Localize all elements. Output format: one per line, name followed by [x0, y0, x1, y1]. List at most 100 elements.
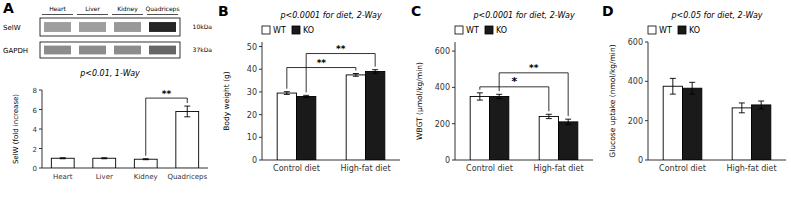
significance: ** [146, 89, 188, 156]
error-cap [670, 94, 676, 95]
blot-band [149, 46, 176, 55]
y-tick [259, 137, 262, 138]
blot-lane-label: Kidney [117, 5, 138, 13]
x-tick-label: High-fat diet [340, 164, 390, 173]
error-line [499, 94, 500, 98]
legend: WTKO [648, 26, 700, 35]
y-tick [39, 168, 42, 169]
y-tick [259, 160, 262, 161]
annotation: p<0.01, 1-Way [79, 69, 140, 78]
error-line [568, 119, 569, 124]
error-cap [477, 100, 483, 101]
y-tick-label: 30 [247, 88, 257, 97]
annotation: p<0.0001 for diet, 2-Way [279, 11, 382, 20]
x-tick-label: Kidney [134, 173, 158, 181]
y-tick [39, 129, 42, 130]
panel: C0200400600WBGT (μmol/kg/min)Control die… [411, 3, 593, 173]
annotation: p<0.05 for diet, 2-Way [670, 11, 762, 20]
y-tick [259, 91, 262, 92]
significance-bracket [287, 68, 356, 89]
y-tick-label: 600 [628, 38, 643, 47]
axes: 0200400600WBGT (μmol/kg/min)Control diet… [415, 42, 593, 173]
significance-bracket [306, 54, 375, 93]
significance: *** [480, 63, 568, 116]
significance-label: ** [317, 58, 327, 68]
error-cap [184, 106, 190, 107]
panel: B01020304050Body weight (g)Control dietH… [218, 3, 400, 173]
plot-area [51, 106, 198, 168]
x-tick-label: High-fat diet [726, 164, 776, 173]
x-tick-label: Heart [53, 173, 73, 181]
y-tick [452, 123, 455, 124]
blot-box [40, 18, 180, 36]
blot-band [114, 22, 141, 32]
y-tick [259, 46, 262, 47]
bar [470, 96, 489, 160]
blot-band [79, 22, 106, 32]
significance: ** ** [287, 44, 375, 92]
significance-bracket [480, 87, 549, 111]
significance-bracket [499, 73, 568, 116]
y-tick-label: 200 [435, 120, 450, 129]
error-cap [60, 158, 66, 159]
y-axis-label: SelW (fold increase) [12, 94, 20, 164]
annotation: p<0.0001 for diet, 2-Way [472, 11, 575, 20]
error-cap [758, 101, 764, 102]
axes: 01020304050Body weight (g)Control dietHi… [222, 42, 400, 173]
error-bar [101, 157, 107, 159]
error-line [672, 78, 673, 94]
legend: WTKO [262, 26, 314, 35]
bar [539, 116, 558, 160]
y-tick-label: 0 [638, 156, 643, 165]
error-bar [546, 114, 552, 118]
y-tick-label: 0 [252, 156, 257, 165]
error-bar [689, 82, 695, 94]
x-tick-label: Control diet [466, 164, 513, 173]
bar [51, 158, 74, 168]
legend-swatch [455, 26, 463, 34]
y-tick [39, 109, 42, 110]
blot-band [44, 22, 71, 32]
y-tick [452, 51, 455, 52]
x-tick-label: Liver [96, 173, 113, 181]
significance-bracket [146, 98, 188, 156]
legend-label: KO [303, 26, 314, 35]
y-tick-label: 20 [247, 111, 257, 120]
error-cap [496, 94, 502, 95]
y-tick [39, 90, 42, 91]
x-tick-label: Control diet [273, 164, 320, 173]
plot-area [470, 93, 578, 160]
blot-lane-line [147, 14, 178, 15]
error-cap [546, 118, 552, 119]
y-tick-label: 10 [247, 133, 257, 142]
error-cap [477, 92, 483, 93]
error-cap [546, 114, 552, 115]
y-axis [648, 42, 649, 160]
blot-row-label: GAPDH [3, 47, 28, 55]
legend-label: WT [466, 26, 479, 35]
error-cap [353, 76, 359, 77]
error-cap [739, 102, 745, 103]
legend-swatch [678, 26, 686, 34]
y-tick [39, 148, 42, 149]
blot-row-label: SelW [3, 24, 21, 32]
significance-label: ** [336, 44, 346, 54]
y-tick-label: 400 [628, 77, 643, 86]
error-cap [496, 98, 502, 99]
blot-lane-line [42, 14, 73, 15]
error-bar [303, 95, 309, 97]
y-axis-label: WBGT (μmol/kg/min) [415, 62, 424, 140]
error-cap [303, 95, 309, 96]
error-cap [303, 97, 309, 98]
bar [683, 88, 702, 160]
bar [752, 105, 771, 160]
error-cap [372, 73, 378, 74]
error-line [479, 93, 480, 100]
error-cap [670, 78, 676, 79]
error-cap [60, 157, 66, 158]
blot-lane-label: Quadriceps [145, 5, 179, 13]
error-bar [284, 92, 290, 95]
legend-label: WT [659, 26, 672, 35]
legend: WTKO [455, 26, 507, 35]
legend-swatch [292, 26, 300, 34]
